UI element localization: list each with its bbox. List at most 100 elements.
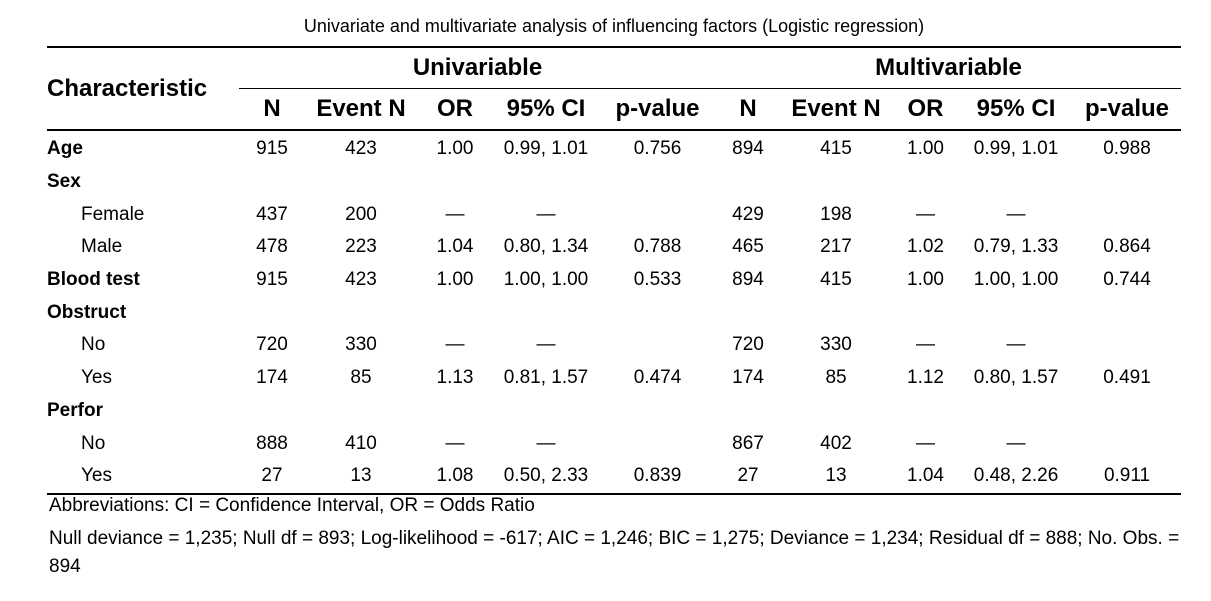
table-cell: 85 <box>825 367 847 389</box>
table-cell <box>780 296 892 329</box>
table-cell: 330 <box>820 334 852 356</box>
row-label: Sex <box>47 171 81 193</box>
table-row: Yes 174 85 1.13 0.81, 1.57 0.474 174 85 1.12 0.80… <box>47 362 1181 395</box>
table-cell: — <box>916 203 936 225</box>
row-label: Obstruct <box>47 301 127 323</box>
table-cell: 1.00 <box>436 138 474 160</box>
table-cell: 867 <box>732 432 764 454</box>
table-cell: 423 <box>345 138 377 160</box>
table-cell: — <box>445 203 465 225</box>
table-cell: 402 <box>820 432 852 454</box>
table-cell: 894 <box>732 138 764 160</box>
row-label: Female <box>81 203 145 225</box>
table-cell: — <box>536 334 556 356</box>
table-cell: 330 <box>345 334 377 356</box>
column-header: Event N <box>305 88 417 131</box>
table-cell: — <box>1006 334 1026 356</box>
table-cell: 0.839 <box>599 459 717 495</box>
table-cell: — <box>445 334 465 356</box>
table-cell: 13 <box>305 459 417 495</box>
table-cell <box>959 296 1073 329</box>
model-stats-footnote: Null deviance = 1,235; Null df = 893; Lo… <box>49 528 1180 577</box>
table-cell: 0.533 <box>633 269 682 291</box>
univariable-group-header: Univariable <box>239 47 717 89</box>
table-cell: 27 <box>716 459 781 495</box>
column-header: N <box>239 88 305 131</box>
table-cell <box>239 296 305 329</box>
table-body: Age 915 423 1.00 0.99, 1.01 0.756 894 415 1.00 0.… <box>47 130 1182 495</box>
table-row: No 888 410 — — 867 402 — — <box>47 427 1181 460</box>
table-cell: 1.12 <box>907 367 944 389</box>
table-cell: 0.864 <box>1103 236 1151 258</box>
multivariable-group-header: Multivariable <box>716 47 1182 89</box>
table-cell: 429 <box>732 203 764 225</box>
table-cell: 223 <box>345 236 377 258</box>
table-cell: 1.00, 1.00 <box>973 269 1059 291</box>
column-header-row: N Event N OR 95% CI p-value N Event N OR… <box>47 88 1182 131</box>
table-cell: — <box>536 432 556 454</box>
table-cell: 0.756 <box>633 138 682 160</box>
table-cell <box>892 296 959 329</box>
table-cell <box>716 395 780 428</box>
table-cell <box>417 395 493 428</box>
table-cell: 0.80, 1.57 <box>973 367 1059 389</box>
table-cell: 217 <box>820 236 852 258</box>
table-cell: 0.81, 1.57 <box>503 367 589 389</box>
column-header: OR <box>417 88 493 131</box>
table-cell: 465 <box>732 236 764 258</box>
table-cell: — <box>445 432 465 454</box>
table-cell: 0.80, 1.34 <box>503 236 589 258</box>
table-cell <box>305 296 417 329</box>
table-cell: 423 <box>345 269 377 291</box>
table-cell: 0.79, 1.33 <box>973 236 1059 258</box>
abbreviations-footnote: Abbreviations: CI = Confidence Interval,… <box>49 495 535 516</box>
table-cell <box>493 166 599 199</box>
table-cell <box>1073 198 1181 231</box>
table-cell <box>1073 395 1181 428</box>
table-row: Female 437 200 — — 429 198 — — <box>47 198 1181 231</box>
row-label: No <box>81 334 106 356</box>
column-header: p-value <box>599 88 717 131</box>
table-cell <box>417 166 493 199</box>
table-header: Characteristic Univariable Multivariable… <box>47 47 1182 131</box>
table-cell <box>780 166 892 199</box>
row-label: No <box>81 432 106 454</box>
table-cell: 174 <box>256 367 288 389</box>
table-cell <box>239 395 305 428</box>
table-cell: 415 <box>820 138 852 160</box>
table-cell <box>493 395 599 428</box>
column-header: Event N <box>780 88 893 131</box>
table-row: Age 915 423 1.00 0.99, 1.01 0.756 894 415 1.00 0.… <box>47 130 1181 166</box>
table-cell <box>599 166 716 199</box>
characteristic-header: Characteristic <box>47 47 239 131</box>
table-cell <box>599 296 716 329</box>
table-cell: 0.48, 2.26 <box>959 459 1074 495</box>
column-header: OR <box>892 88 960 131</box>
table-cell: 27 <box>239 459 305 495</box>
table-cell <box>305 166 417 199</box>
table-cell: 478 <box>256 236 288 258</box>
table-cell: 720 <box>732 334 764 356</box>
table-cell <box>780 395 892 428</box>
row-label: Blood test <box>47 269 140 291</box>
column-header: p-value <box>1073 88 1182 131</box>
table-cell: — <box>1006 432 1026 454</box>
table-row: Male 478 223 1.04 0.80, 1.34 0.788 465 217 1.02 0… <box>47 231 1181 264</box>
table-cell <box>716 296 780 329</box>
table-cell: 720 <box>256 334 288 356</box>
table-cell: 437 <box>256 203 288 225</box>
table-cell <box>1073 427 1181 460</box>
row-label: Yes <box>81 367 112 389</box>
table-cell <box>716 166 780 199</box>
table-cell <box>1073 166 1181 199</box>
table-cell <box>493 296 599 329</box>
table-cell <box>959 395 1073 428</box>
table-cell <box>305 395 417 428</box>
table-row: Sex <box>47 166 1181 199</box>
row-label: Age <box>47 138 83 160</box>
table-cell: 415 <box>820 269 852 291</box>
table-cell: — <box>1006 203 1026 225</box>
table-cell: 1.02 <box>907 236 944 258</box>
table-cell: 410 <box>345 432 377 454</box>
table-cell: 85 <box>350 367 372 389</box>
